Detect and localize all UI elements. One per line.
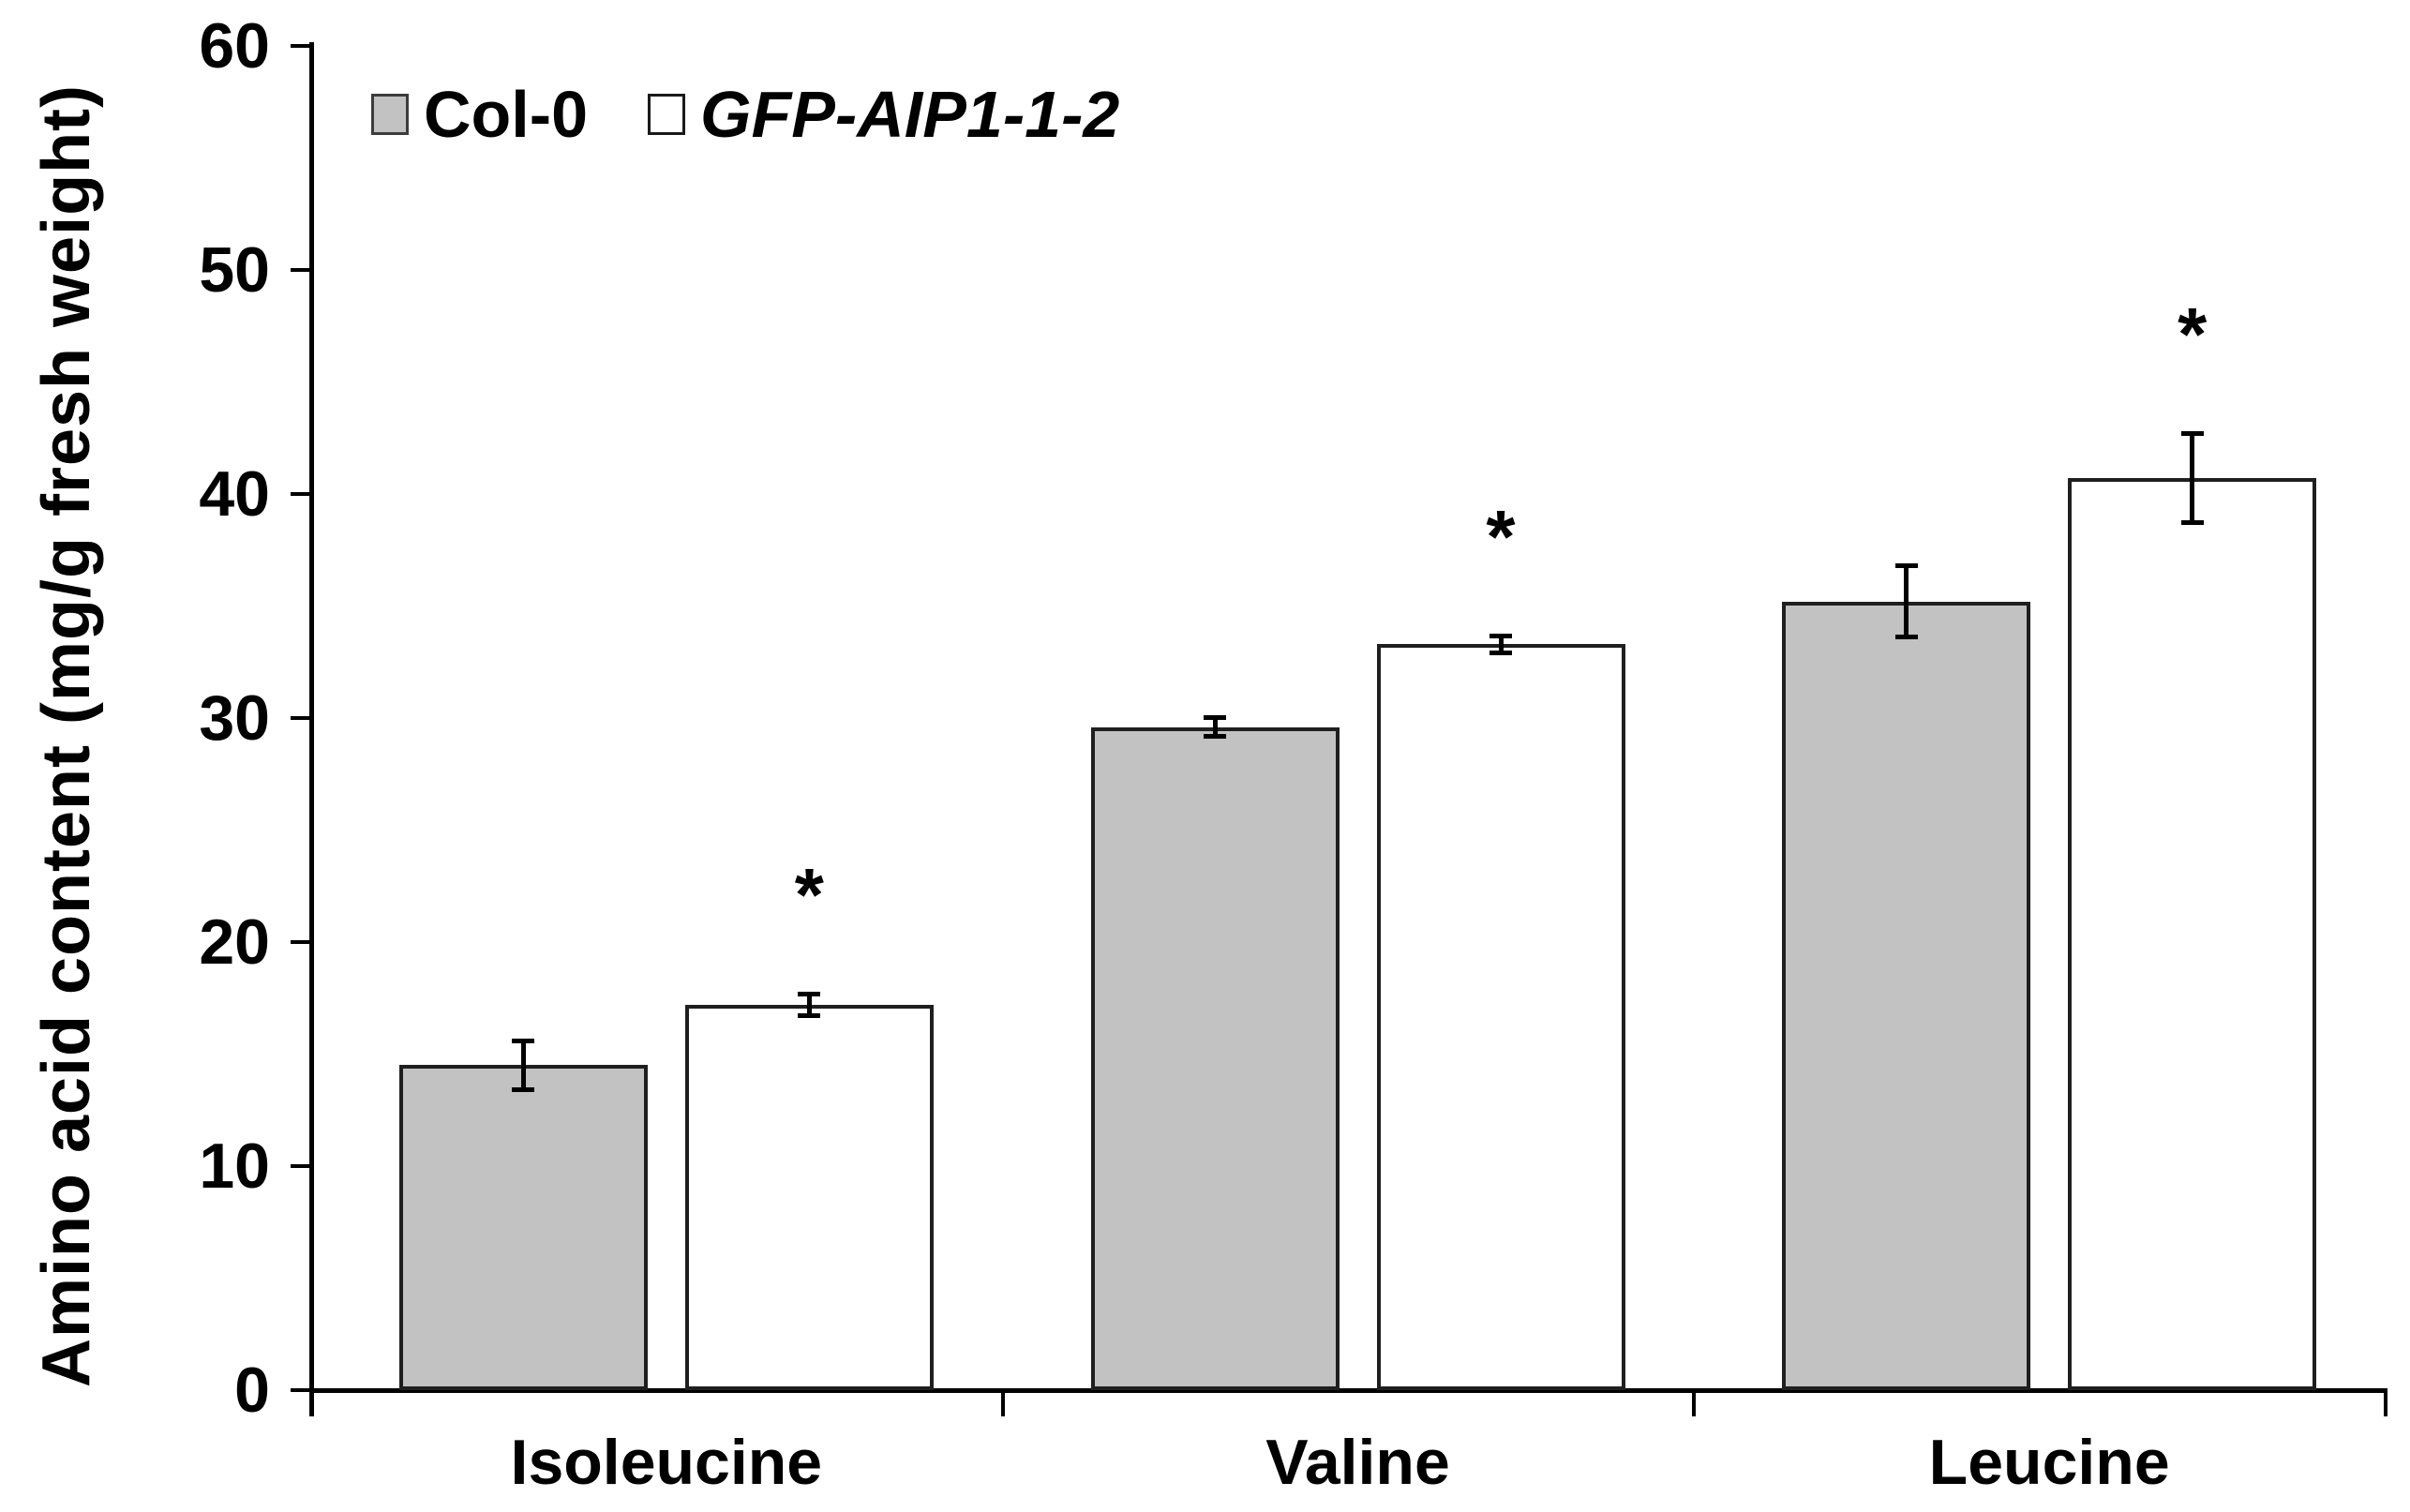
significance-asterisk: *: [1486, 494, 1516, 578]
y-axis-line: [309, 42, 314, 1416]
y-axis-tick-label: 30: [199, 682, 270, 754]
x-axis-line: [309, 1388, 2388, 1393]
bar-gfp-aip1-1-2-valine: [1376, 644, 1625, 1390]
error-bar-cap-top: [1489, 633, 1512, 638]
bar-col-0-valine: [1090, 726, 1340, 1390]
y-axis-tick-label: 20: [199, 906, 270, 978]
bar-gfp-aip1-1-2-leucine: [2068, 478, 2317, 1390]
error-bar-line: [806, 993, 812, 1016]
gfp-swatch-icon: [648, 94, 685, 135]
x-axis-tick: [1692, 1390, 1697, 1416]
bar-col-0-isoleucine: [398, 1065, 648, 1390]
y-axis-tick-label: 0: [234, 1355, 270, 1426]
y-axis-tick-label: 40: [199, 458, 270, 530]
legend-item-gfp: GFP-AIP1-1-2: [648, 77, 1119, 152]
y-axis-tick: [291, 1388, 311, 1392]
error-bar-cap-bottom: [2180, 520, 2204, 526]
x-axis-tick: [1000, 1390, 1005, 1416]
x-axis-tick: [2384, 1390, 2388, 1416]
error-bar-cap-bottom: [1204, 734, 1226, 740]
y-axis-tick: [291, 268, 311, 272]
significance-asterisk: *: [2178, 292, 2208, 377]
error-bar-line: [1498, 635, 1504, 653]
error-bar-cap-bottom: [1489, 650, 1512, 655]
y-axis-tick: [291, 1164, 311, 1168]
y-axis-tick-label: 10: [199, 1130, 270, 1202]
legend: Col-0 GFP-AIP1-1-2: [371, 77, 1119, 152]
error-bar-cap-top: [2180, 431, 2204, 437]
y-axis-tick: [291, 492, 311, 496]
y-axis-tick-label: 60: [199, 10, 270, 82]
error-bar-cap-top: [1204, 714, 1226, 720]
error-bar-cap-top: [798, 991, 821, 996]
y-axis-tick: [291, 44, 311, 48]
y-axis-tick: [291, 716, 311, 720]
error-bar-line: [520, 1040, 526, 1090]
error-bar-cap-bottom: [1894, 634, 1918, 639]
error-bar-cap-top: [512, 1039, 535, 1044]
error-bar-cap-top: [1894, 563, 1918, 569]
bar-gfp-aip1-1-2-isoleucine: [684, 1004, 934, 1390]
x-axis-category-label: Valine: [1265, 1427, 1450, 1498]
error-bar-line: [1212, 716, 1218, 738]
error-bar-line: [1904, 565, 1909, 637]
error-bar-line: [2190, 433, 2195, 524]
x-axis-category-label: Leucine: [1928, 1427, 2170, 1498]
x-axis-tick: [309, 1390, 313, 1416]
col0-swatch-icon: [371, 94, 409, 135]
error-bar-cap-bottom: [512, 1086, 535, 1092]
legend-label-col0: Col-0: [424, 78, 588, 151]
error-bar-cap-bottom: [798, 1012, 821, 1018]
legend-item-col0: Col-0: [371, 77, 588, 152]
y-axis-tick: [291, 940, 311, 944]
significance-asterisk: *: [794, 852, 824, 936]
bar-col-0-leucine: [1782, 601, 2031, 1390]
y-axis-tick-label: 50: [199, 234, 270, 306]
x-axis-category-label: Isoleucine: [510, 1427, 823, 1498]
legend-label-gfp: GFP-AIP1-1-2: [700, 78, 1120, 151]
